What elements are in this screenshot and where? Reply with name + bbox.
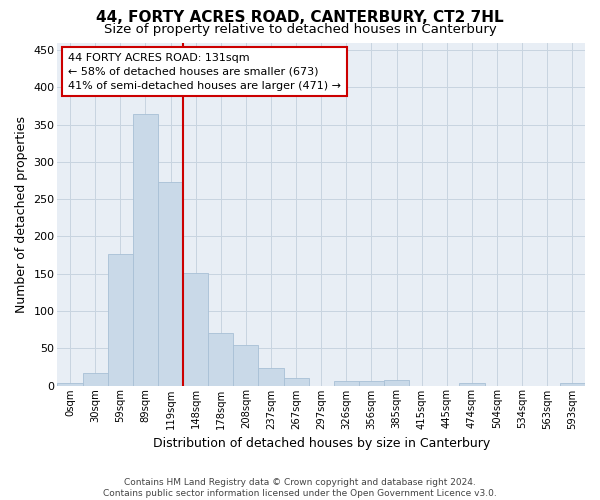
Bar	[183, 273, 208, 386]
Bar	[560, 384, 585, 386]
Bar	[108, 254, 133, 386]
Bar	[284, 378, 308, 386]
Text: Contains HM Land Registry data © Crown copyright and database right 2024.
Contai: Contains HM Land Registry data © Crown c…	[103, 478, 497, 498]
Bar	[359, 381, 384, 386]
Bar	[208, 334, 233, 386]
Bar	[233, 345, 259, 386]
Bar	[133, 114, 158, 386]
Text: 44, FORTY ACRES ROAD, CANTERBURY, CT2 7HL: 44, FORTY ACRES ROAD, CANTERBURY, CT2 7H…	[96, 10, 504, 25]
Text: 44 FORTY ACRES ROAD: 131sqm
← 58% of detached houses are smaller (673)
41% of se: 44 FORTY ACRES ROAD: 131sqm ← 58% of det…	[68, 53, 341, 91]
Text: Size of property relative to detached houses in Canterbury: Size of property relative to detached ho…	[104, 22, 496, 36]
Bar	[158, 182, 183, 386]
Bar	[334, 381, 359, 386]
Bar	[460, 384, 485, 386]
Bar	[58, 382, 83, 386]
Bar	[384, 380, 409, 386]
Bar	[83, 373, 108, 386]
Y-axis label: Number of detached properties: Number of detached properties	[15, 116, 28, 312]
Bar	[259, 368, 284, 386]
X-axis label: Distribution of detached houses by size in Canterbury: Distribution of detached houses by size …	[152, 437, 490, 450]
